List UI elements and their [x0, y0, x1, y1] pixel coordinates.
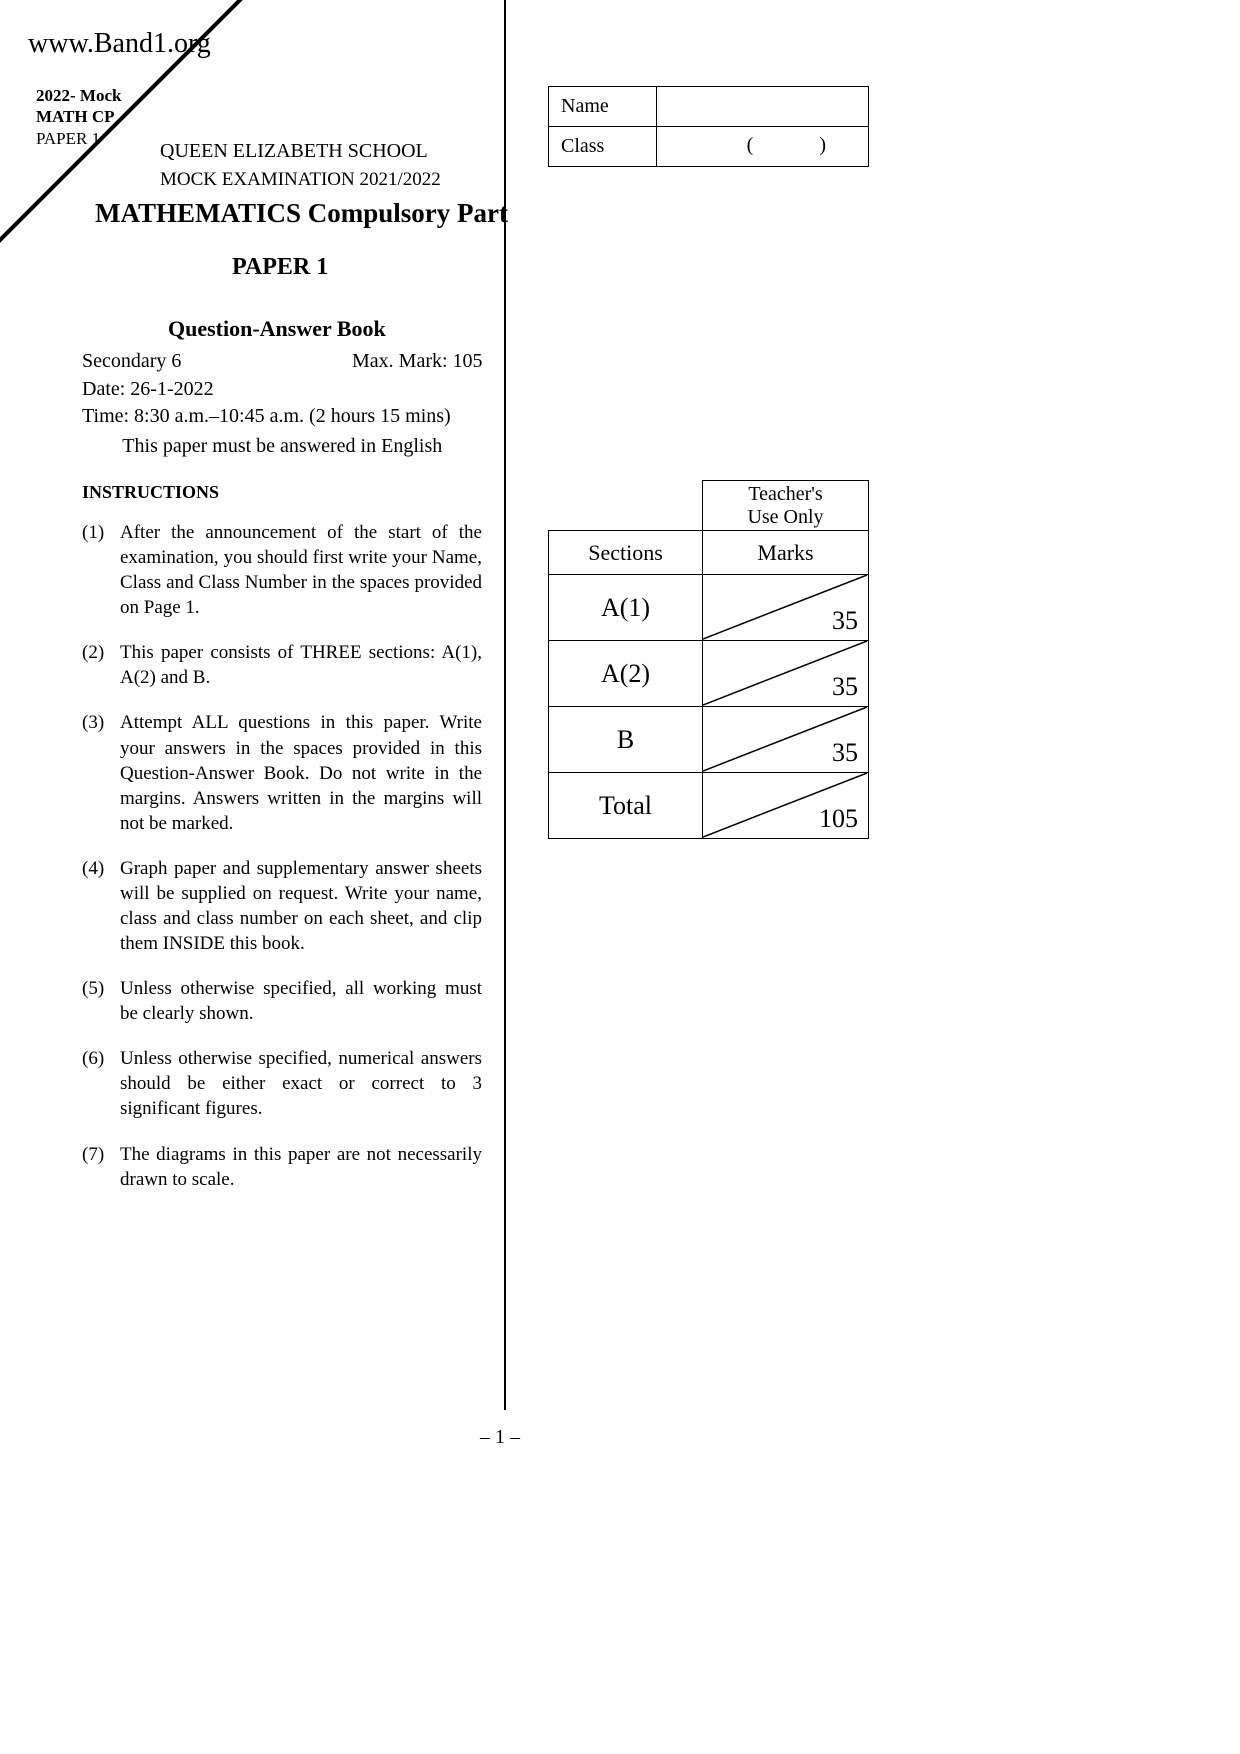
meta-block: Secondary 6 Max. Mark: 105 Date: 26-1-20…: [82, 348, 483, 460]
exam-code-header: 2022- Mock MATH CP PAPER 1: [36, 85, 121, 149]
marks-table: Teacher'sUse Only Sections Marks A(1) 35…: [548, 480, 869, 839]
instruction-item: (4) Graph paper and supplementary answer…: [82, 856, 482, 956]
instruction-item: (6) Unless otherwise specified, numerica…: [82, 1046, 482, 1121]
school-block: QUEEN ELIZABETH SCHOOL MOCK EXAMINATION …: [160, 140, 441, 191]
name-class-table: Name Class ( ): [548, 86, 869, 167]
instruction-number: (7): [82, 1142, 120, 1192]
instruction-text: After the announcement of the start of t…: [120, 520, 482, 620]
instruction-number: (1): [82, 520, 120, 620]
section-marks-cell: 35: [703, 707, 869, 773]
instruction-text: Attempt ALL questions in this paper. Wri…: [120, 710, 482, 835]
marks-value: 35: [832, 738, 858, 768]
exam-date: Date: 26-1-2022: [82, 376, 483, 404]
instruction-number: (6): [82, 1046, 120, 1121]
name-input-cell[interactable]: [657, 87, 869, 127]
total-label: Total: [549, 773, 703, 839]
question-answer-book-label: Question-Answer Book: [168, 316, 386, 342]
class-input-cell[interactable]: ( ): [657, 127, 869, 167]
marks-value: 105: [819, 804, 858, 834]
section-label: B: [549, 707, 703, 773]
class-number-parentheses: ( ): [747, 134, 854, 157]
instruction-text: Unless otherwise specified, numerical an…: [120, 1046, 482, 1121]
marks-value: 35: [832, 606, 858, 636]
school-name: QUEEN ELIZABETH SCHOOL: [160, 140, 441, 163]
instructions-heading: INSTRUCTIONS: [82, 482, 219, 503]
instruction-item: (7) The diagrams in this paper are not n…: [82, 1142, 482, 1192]
instruction-number: (4): [82, 856, 120, 956]
exam-time: Time: 8:30 a.m.–10:45 a.m. (2 hours 15 m…: [82, 403, 483, 431]
instruction-text: This paper consists of THREE sections: A…: [120, 640, 482, 690]
instruction-text: Graph paper and supplementary answer she…: [120, 856, 482, 956]
max-mark: Max. Mark: 105: [352, 348, 483, 376]
section-label: A(2): [549, 641, 703, 707]
instruction-number: (2): [82, 640, 120, 690]
language-note: This paper must be answered in English: [82, 433, 483, 461]
empty-header-cell: [549, 481, 703, 531]
header-line-3: PAPER 1: [36, 128, 121, 149]
header-line-2: MATH CP: [36, 106, 121, 127]
level: Secondary 6: [82, 348, 352, 376]
paper-label: PAPER 1: [232, 254, 328, 281]
header-line-1: 2022- Mock: [36, 85, 121, 106]
exam-session: MOCK EXAMINATION 2021/2022: [160, 169, 441, 191]
instruction-text: The diagrams in this paper are not neces…: [120, 1142, 482, 1192]
section-marks-cell: 35: [703, 575, 869, 641]
instructions-list: (1) After the announcement of the start …: [82, 520, 482, 1212]
marks-value: 35: [832, 672, 858, 702]
instruction-item: (2) This paper consists of THREE section…: [82, 640, 482, 690]
page-number: – 1 –: [0, 1426, 1000, 1449]
watermark-text: www.Band1.org: [28, 28, 211, 60]
sections-header: Sections: [549, 531, 703, 575]
main-title: MATHEMATICS Compulsory Part: [95, 198, 508, 229]
instruction-item: (3) Attempt ALL questions in this paper.…: [82, 710, 482, 835]
teacher-use-header: Teacher'sUse Only: [703, 481, 869, 531]
instruction-text: Unless otherwise specified, all working …: [120, 976, 482, 1026]
total-marks-cell: 105: [703, 773, 869, 839]
instruction-item: (5) Unless otherwise specified, all work…: [82, 976, 482, 1026]
section-marks-cell: 35: [703, 641, 869, 707]
instruction-number: (3): [82, 710, 120, 835]
instruction-number: (5): [82, 976, 120, 1026]
name-label-cell: Name: [549, 87, 657, 127]
class-label-cell: Class: [549, 127, 657, 167]
marks-header: Marks: [703, 531, 869, 575]
instruction-item: (1) After the announcement of the start …: [82, 520, 482, 620]
vertical-divider: [504, 0, 506, 1410]
section-label: A(1): [549, 575, 703, 641]
